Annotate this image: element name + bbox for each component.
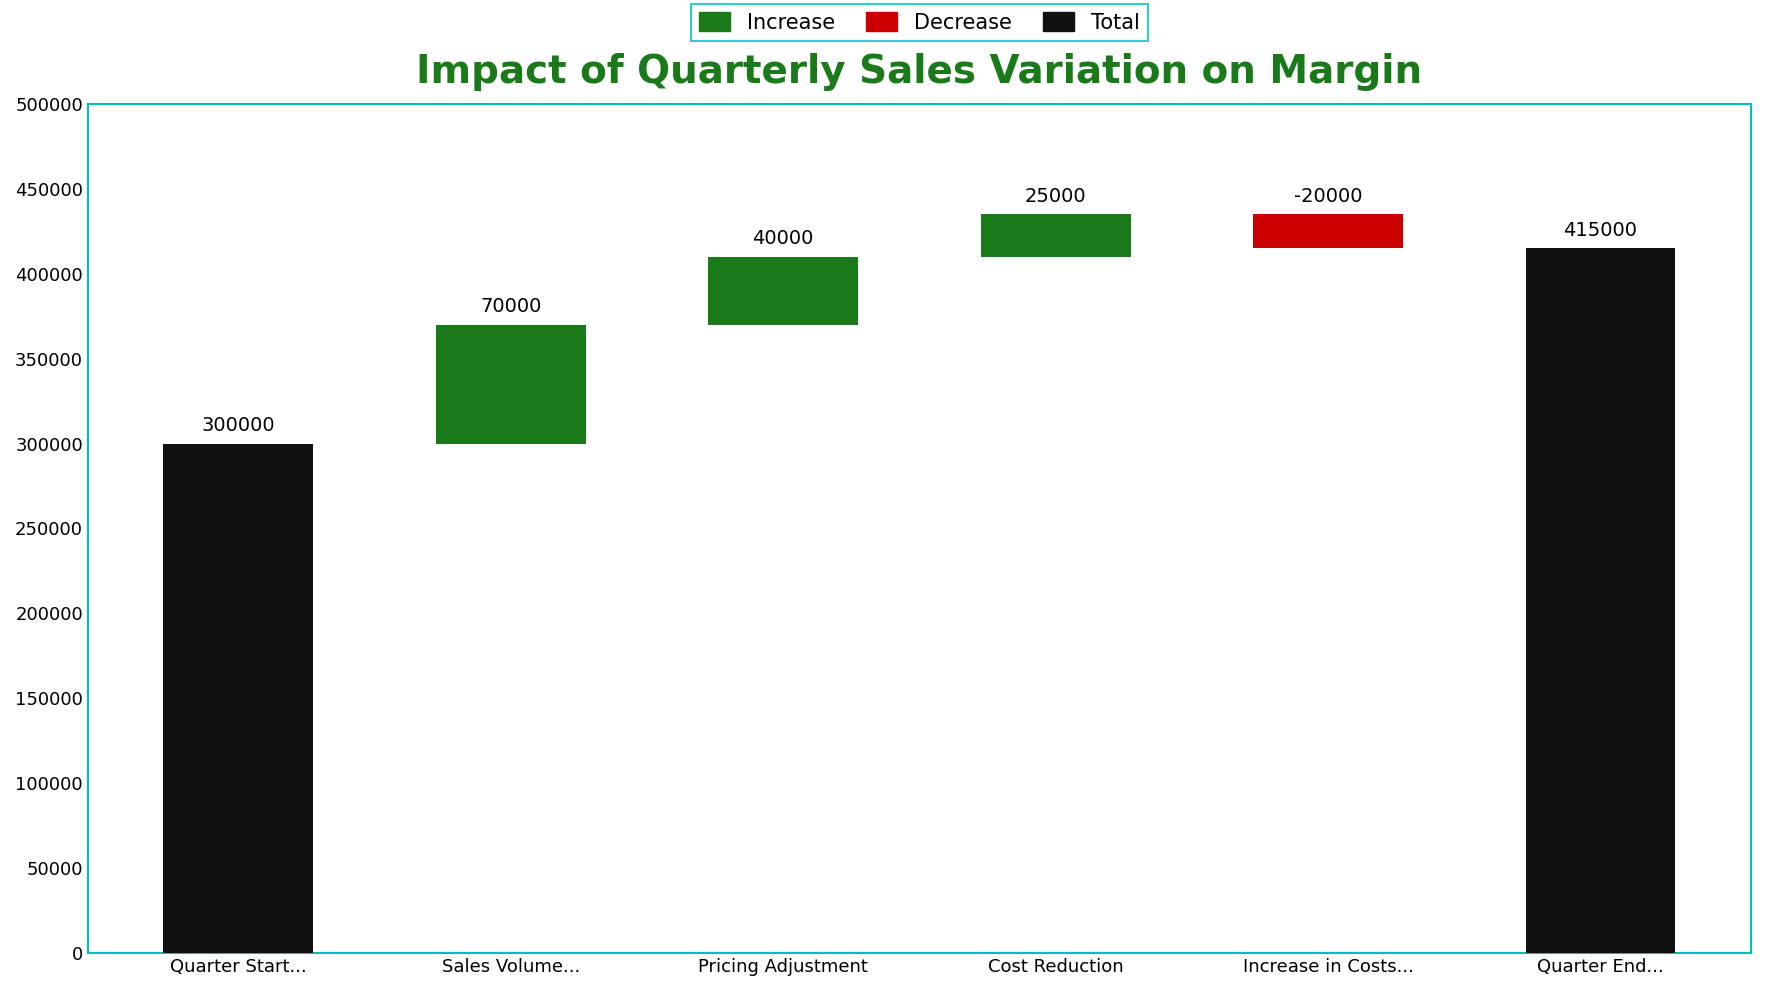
Text: 70000: 70000 [480,297,542,316]
Text: 25000: 25000 [1024,186,1086,206]
Bar [1254,214,1402,248]
Text: 40000: 40000 [752,229,814,248]
Bar [436,325,586,444]
Bar [980,214,1130,257]
Legend: Increase, Decrease, Total: Increase, Decrease, Total [691,4,1148,41]
Bar [1526,248,1676,953]
Text: 415000: 415000 [1563,221,1637,240]
Title: Impact of Quarterly Sales Variation on Margin: Impact of Quarterly Sales Variation on M… [417,53,1422,91]
Text: -20000: -20000 [1294,186,1362,206]
Bar [164,444,313,953]
Text: 300000: 300000 [201,416,275,435]
Bar [708,257,858,325]
